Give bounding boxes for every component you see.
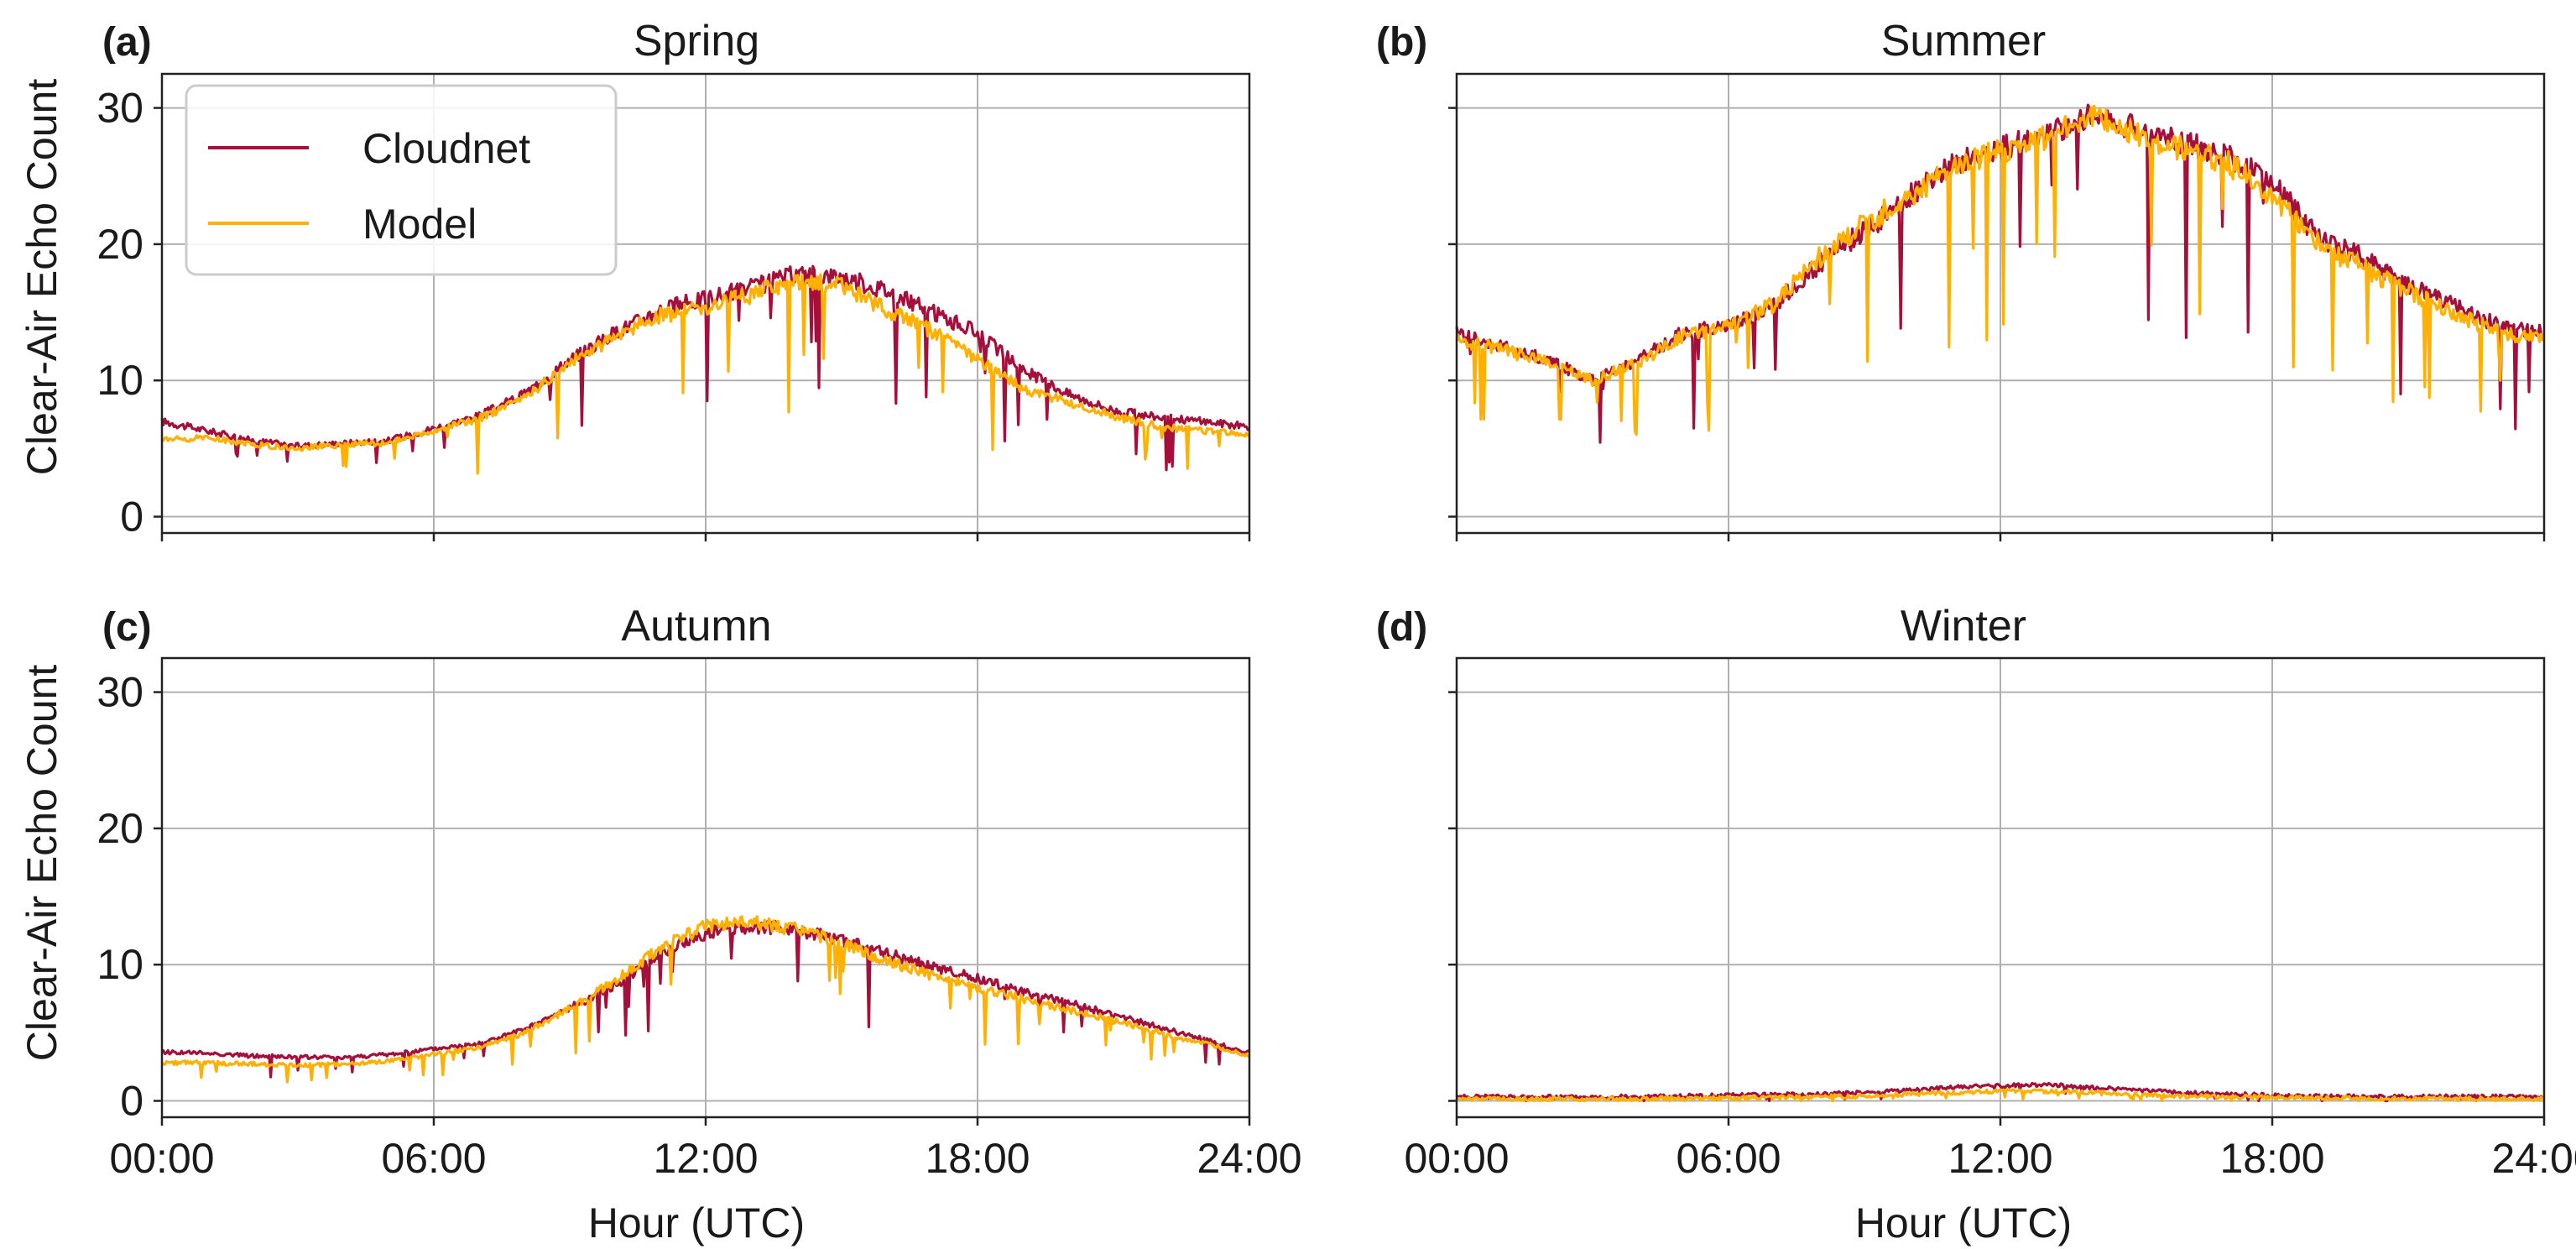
panel-b: (b) Summer bbox=[1376, 17, 2546, 541]
panel-c-label: (c) bbox=[102, 605, 152, 650]
x-tick-label: 18:00 bbox=[2219, 1135, 2324, 1182]
series-line-model bbox=[161, 273, 1250, 475]
series-line-model bbox=[161, 915, 1250, 1084]
panel-d-label: (d) bbox=[1376, 605, 1427, 650]
panel-b-plot bbox=[1448, 72, 2546, 541]
x-tick-label: 24:00 bbox=[1197, 1135, 1301, 1182]
panel-c-plot: 0 10 20 30 00:00 06:00 12:00 18:00 24:00 bbox=[96, 656, 1302, 1182]
x-tick-label: 06:00 bbox=[381, 1135, 486, 1182]
y-tick-label: 20 bbox=[96, 221, 143, 268]
panel-d-title: Winter bbox=[1901, 602, 2026, 651]
legend-label-cloudnet: Cloudnet bbox=[362, 125, 530, 172]
panel-b-title: Summer bbox=[1881, 17, 2046, 65]
x-tick-label: 00:00 bbox=[109, 1135, 214, 1182]
y-tick-label: 30 bbox=[96, 669, 143, 716]
y-tick-label: 20 bbox=[96, 805, 143, 852]
x-tick-label: 18:00 bbox=[925, 1135, 1030, 1182]
panel-d-plot: 00:00 06:00 12:00 18:00 24:00 bbox=[1404, 656, 2576, 1182]
y-axis-label-bottom: Clear-Air Echo Count bbox=[18, 665, 65, 1062]
y-tick-label: 30 bbox=[96, 85, 143, 132]
panel-d: (d) Winter 00:00 06:00 12:00 18:00 24:00 bbox=[1376, 602, 2576, 1182]
y-tick-label: 0 bbox=[120, 1078, 143, 1125]
series-line-model bbox=[1456, 1088, 2545, 1103]
x-tick-label: 24:00 bbox=[2491, 1135, 2576, 1182]
x-tick-label: 12:00 bbox=[1948, 1135, 2052, 1182]
legend-label-model: Model bbox=[362, 201, 477, 248]
x-tick-label: 00:00 bbox=[1404, 1135, 1509, 1182]
series-line-cloudnet bbox=[161, 919, 1250, 1079]
y-tick-label: 10 bbox=[96, 357, 143, 404]
legend: Cloudnet Model bbox=[185, 84, 618, 276]
series-line-model bbox=[1455, 104, 2546, 436]
panel-a-label: (a) bbox=[102, 20, 152, 65]
x-tick-label: 06:00 bbox=[1676, 1135, 1781, 1182]
panel-b-label: (b) bbox=[1376, 20, 1427, 65]
y-axis-label-top: Clear-Air Echo Count bbox=[18, 79, 65, 476]
x-axis-label-left: Hour (UTC) bbox=[588, 1199, 805, 1246]
panel-a-title: Spring bbox=[634, 17, 759, 65]
x-tick-label: 12:00 bbox=[653, 1135, 758, 1182]
y-tick-label: 10 bbox=[96, 941, 143, 988]
x-axis-label-right: Hour (UTC) bbox=[1855, 1199, 2072, 1246]
panel-c-title: Autumn bbox=[621, 602, 771, 651]
panel-c: (c) Autumn 0 10 20 30 00:00 06:00 12:00 18:00 24… bbox=[96, 602, 1301, 1182]
y-tick-label: 0 bbox=[120, 494, 143, 541]
legend-box bbox=[185, 84, 618, 276]
